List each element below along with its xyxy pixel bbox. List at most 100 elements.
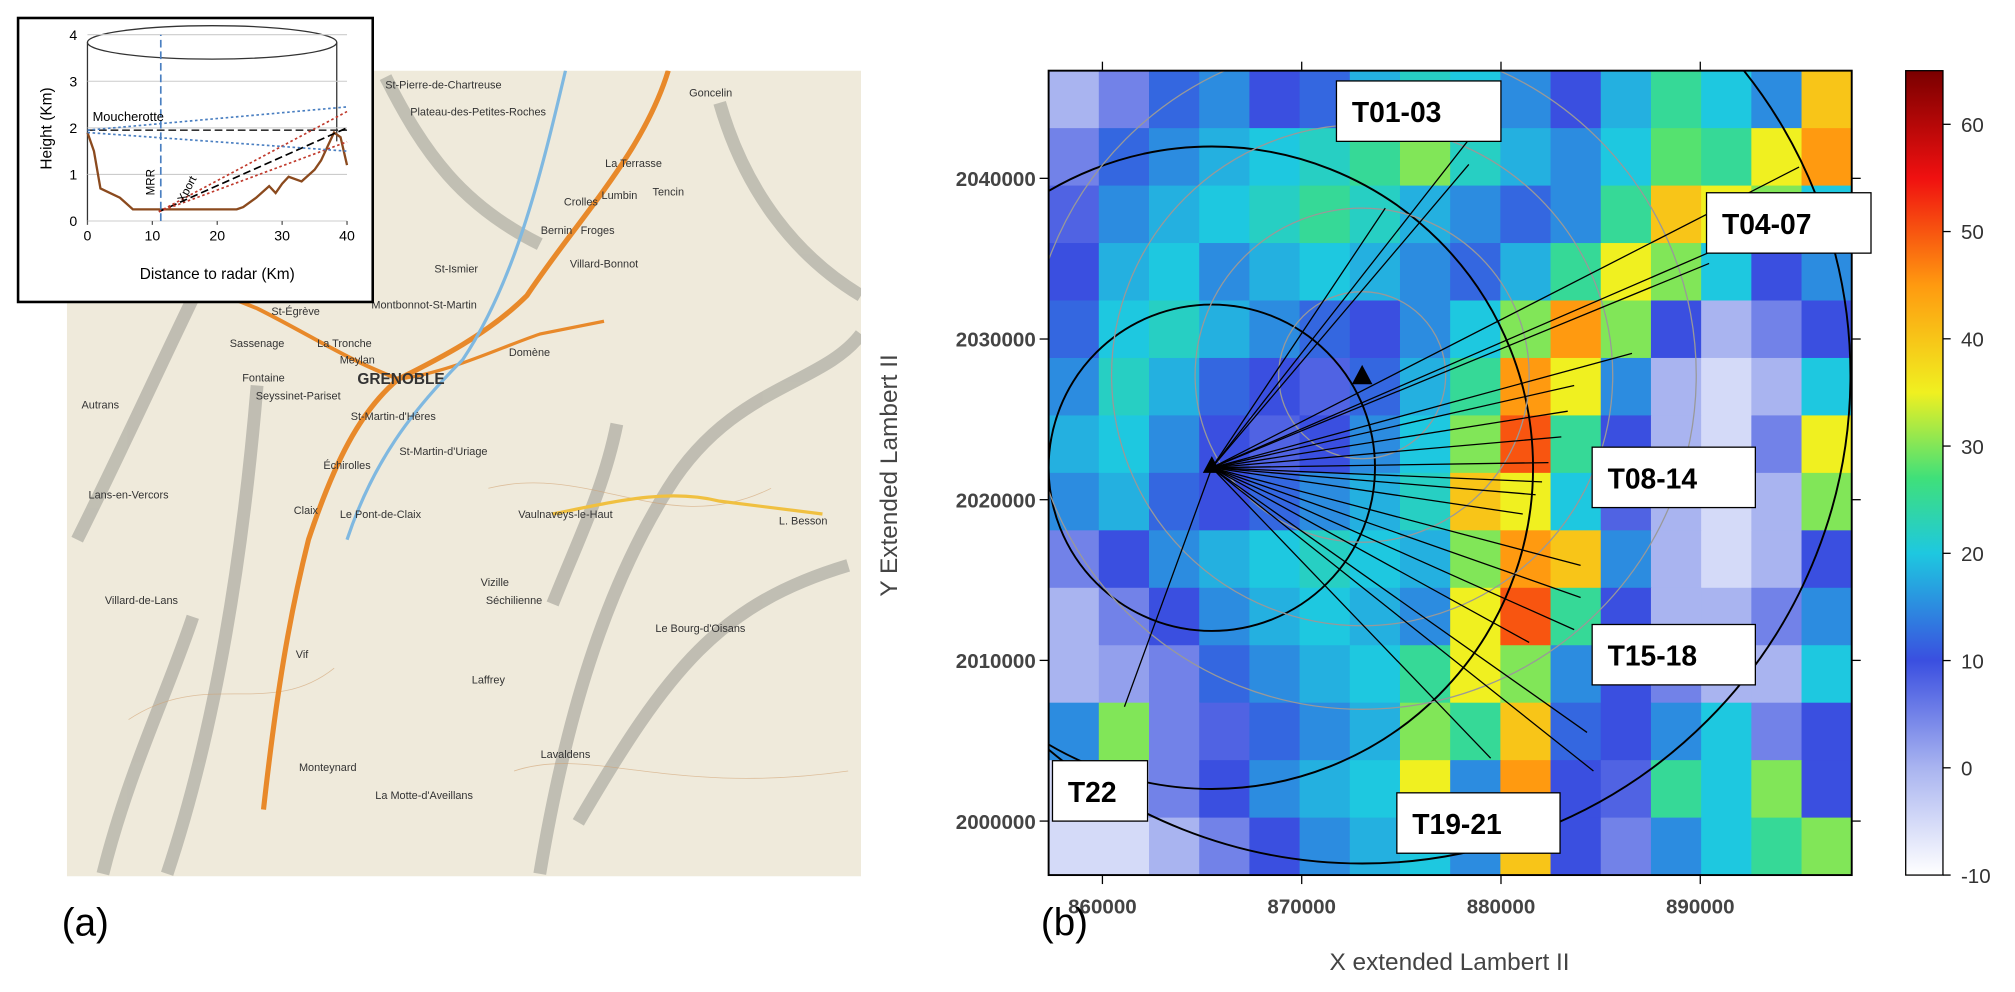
heat-cell [1751, 702, 1803, 761]
ray [1211, 461, 1549, 469]
heat-cell [1801, 645, 1852, 704]
heat-cell [1199, 530, 1251, 589]
heat-cell [1048, 472, 1100, 531]
heat-cell [1650, 817, 1702, 876]
heat-cell [1048, 70, 1100, 129]
ray [1211, 99, 1501, 469]
x-tick-label: 890000 [1666, 896, 1735, 919]
ray [1211, 243, 1729, 469]
heat-cell [1500, 243, 1552, 302]
label-box [1705, 192, 1872, 254]
series-line [87, 106, 348, 132]
heat-cell [1199, 70, 1251, 129]
heat-cell [1149, 472, 1200, 531]
heat-cell [1199, 128, 1251, 187]
heat-cell [1650, 185, 1702, 244]
ray [1211, 467, 1581, 567]
place-label: Crolles [564, 197, 598, 209]
heat-cell [1600, 128, 1652, 187]
heat-cell [1500, 300, 1552, 359]
heat-cell [1199, 185, 1251, 244]
ray [1211, 164, 1470, 469]
label-box [1591, 623, 1756, 686]
place-label: Villard-Bonnot [570, 258, 638, 270]
heat-cell [1098, 645, 1150, 704]
heat-cell [1801, 415, 1852, 474]
place-label: La Motte-d'Aveillans [375, 790, 473, 802]
ray [1211, 467, 1575, 631]
heat-cell [1199, 357, 1251, 417]
label-box [1335, 80, 1502, 142]
ray [1123, 467, 1213, 707]
place-label: La Tronche [317, 338, 372, 350]
y-tick-label: 0 [69, 213, 77, 229]
place-label: St-Égrève [271, 305, 320, 318]
heat-cell [1701, 70, 1752, 129]
heat-cell [1048, 645, 1100, 704]
heat-cell [1600, 760, 1652, 819]
place-label: Tencin [653, 186, 685, 198]
heat-cell [1299, 817, 1351, 876]
x-tick-label: 20 [209, 227, 225, 243]
panel-label: (a) [62, 901, 109, 944]
place-label: Sassenage [230, 338, 285, 350]
heat-cell [1650, 702, 1702, 761]
heat-cell [1098, 128, 1150, 187]
x-tick-label: 0 [84, 227, 92, 243]
heat-cell [1048, 702, 1100, 761]
heat-cell [1349, 645, 1401, 704]
ray [1211, 467, 1536, 496]
annotation: MRR [145, 169, 157, 195]
y-tick-label: 3 [69, 73, 77, 89]
heat-cell [1801, 817, 1852, 876]
ray [1211, 467, 1581, 599]
heat-cell [1550, 128, 1602, 187]
place-label: St-Ismier [434, 263, 478, 275]
ray [1211, 384, 1575, 469]
colorbar-tick-label: 10 [1961, 650, 1984, 673]
heat-cell [1048, 415, 1100, 474]
heat-cell [1199, 472, 1251, 531]
label-box [1591, 446, 1756, 509]
place-label: Fontaine [242, 373, 284, 385]
heat-cell [1450, 587, 1502, 646]
y-tick-label: 2010000 [956, 650, 1036, 673]
x-tick-label: 860000 [1068, 896, 1137, 919]
place-label: St-Pierre-de-Chartreuse [385, 80, 501, 92]
heat-cell [1801, 70, 1852, 129]
heat-cell [1349, 760, 1401, 819]
heat-cell [1450, 357, 1502, 417]
heat-cell [1199, 645, 1251, 704]
heat-cell [1149, 357, 1200, 417]
heat-cell [1399, 702, 1451, 761]
heat-cell [1701, 817, 1752, 876]
heat-cell [1650, 530, 1702, 589]
heat-cell [1751, 760, 1803, 819]
y-tick-label: 1 [69, 167, 77, 183]
y-tick-label: 4 [69, 27, 77, 43]
ray [1211, 467, 1594, 772]
ray [1211, 166, 1800, 469]
heat-cell [1650, 70, 1702, 129]
heat-cell [1098, 587, 1150, 646]
heat-cell [1299, 415, 1351, 474]
heat-cell [1500, 702, 1552, 761]
annotation: Moucherotte [93, 109, 164, 124]
heat-cell [1199, 300, 1251, 359]
heat-cell [1349, 185, 1401, 244]
y-tick-label: 2040000 [956, 168, 1036, 191]
y-tick-label: 2020000 [956, 489, 1036, 512]
heat-cell [1801, 357, 1852, 417]
heat-cell [1450, 530, 1502, 589]
heat-cell [1600, 530, 1652, 589]
plot-frame [1047, 69, 1853, 877]
place-label: St-Martin-d'Uriage [399, 446, 487, 458]
heat-cell [1600, 702, 1652, 761]
place-label: Vizille [481, 577, 509, 589]
heat-cell [1048, 357, 1100, 417]
colorbar [1905, 70, 1944, 876]
series-line [86, 130, 349, 211]
panel-label: (b) [1041, 901, 1088, 944]
heat-cell [1149, 817, 1200, 876]
